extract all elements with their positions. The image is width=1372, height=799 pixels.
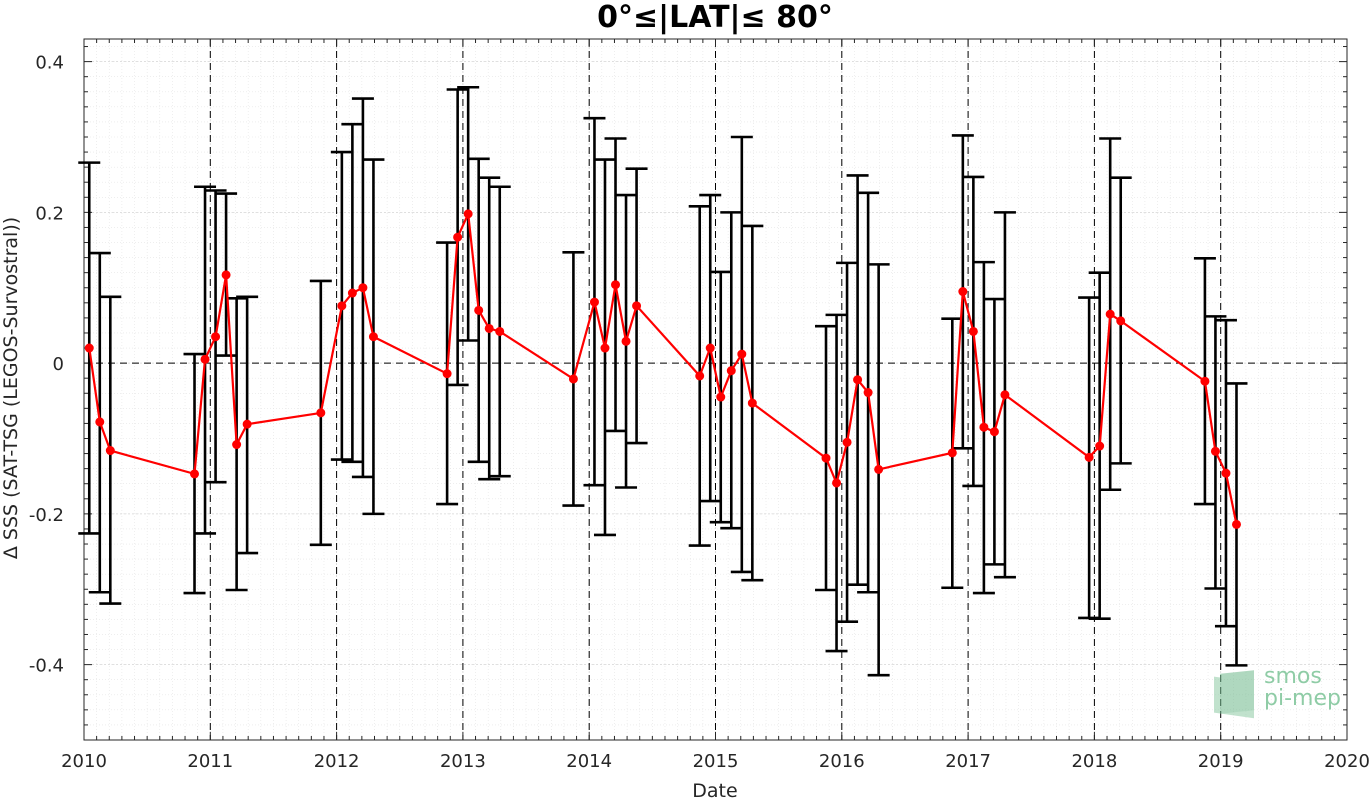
series-line: [88, 209, 1238, 525]
x-tick-label: 2012: [314, 751, 360, 772]
y-tick-label: 0.2: [35, 203, 64, 224]
x-tick-label: 2020: [1324, 751, 1370, 772]
logo-text-smos: smos: [1264, 664, 1322, 689]
data-point: [947, 448, 957, 458]
data-point: [821, 453, 831, 463]
data-point: [190, 469, 200, 479]
data-point: [958, 287, 968, 297]
smos-pi-mep-logo: smos pi-mep: [1214, 664, 1341, 719]
data-point: [484, 323, 494, 333]
data-point: [1000, 390, 1010, 400]
data-point: [863, 388, 873, 398]
data-point: [347, 288, 357, 298]
data-point: [463, 209, 473, 219]
data-point: [621, 336, 631, 346]
data-point: [337, 301, 347, 311]
data-point: [358, 283, 368, 293]
data-point: [1105, 309, 1115, 319]
x-tick-label: 2017: [945, 751, 991, 772]
data-point: [737, 349, 747, 359]
y-tick-labels: 0.4 0.2 0 -0.2 -0.4: [29, 53, 64, 677]
x-tick-label: 2018: [1071, 751, 1117, 772]
x-tick-label: 2015: [693, 751, 739, 772]
data-point: [589, 297, 599, 307]
errorbars: [78, 85, 1248, 677]
data-point: [95, 417, 105, 427]
data-point: [105, 446, 115, 456]
y-tick-label: -0.4: [29, 656, 64, 677]
reference-lines: [84, 39, 1347, 740]
data-point: [726, 366, 736, 376]
data-point: [242, 419, 252, 429]
y-tick-label: 0: [53, 354, 64, 375]
data-point: [1095, 441, 1105, 451]
y-tick-label: 0.4: [35, 53, 64, 74]
data-point: [747, 398, 757, 408]
data-point: [1084, 452, 1094, 462]
x-tick-label: 2014: [566, 751, 612, 772]
data-point: [1210, 446, 1220, 456]
x-tick-labels: 2010 2011 2012 2013 2014 2015 2016 2017 2018 2019…: [61, 751, 1370, 772]
data-point: [842, 437, 852, 447]
data-point: [474, 305, 484, 315]
data-point: [832, 478, 842, 488]
data-point: [568, 374, 578, 384]
x-tick-label: 2016: [819, 751, 865, 772]
data-point: [1221, 468, 1231, 478]
axis-ticks: [83, 39, 1348, 741]
x-tick-label: 2019: [1198, 751, 1244, 772]
x-tick-label: 2011: [187, 751, 233, 772]
data-point: [632, 301, 642, 311]
data-point: [442, 369, 452, 379]
logo-icon: [1214, 670, 1254, 719]
y-axis-label: Δ SSS (SAT-TSG (LEGOS-Survostral)): [0, 217, 22, 559]
data-point: [989, 427, 999, 437]
data-point: [1116, 316, 1126, 326]
data-point: [968, 326, 978, 336]
data-point: [453, 232, 463, 242]
data-point: [232, 440, 242, 450]
data-point: [695, 371, 705, 381]
data-point: [853, 375, 863, 385]
data-point: [84, 343, 94, 353]
series-markers: [84, 209, 1241, 529]
minor-grid: [83, 39, 1348, 741]
data-point: [211, 332, 221, 342]
data-point: [1231, 519, 1241, 529]
y-tick-label: -0.2: [29, 505, 64, 526]
chart-title: 0°≤|LAT|≤ 80°: [597, 0, 833, 35]
data-point: [221, 270, 231, 280]
data-point: [716, 392, 726, 402]
logo-text-pi-mep: pi-mep: [1264, 686, 1341, 711]
data-point: [200, 354, 210, 364]
x-tick-label: 2013: [440, 751, 486, 772]
x-tick-label: 2010: [61, 751, 107, 772]
data-point: [368, 332, 378, 342]
data-point: [495, 326, 505, 336]
data-point: [600, 343, 610, 353]
data-point: [874, 464, 884, 474]
data-point: [611, 280, 621, 290]
data-point: [316, 408, 326, 418]
data-point: [979, 422, 989, 432]
data-point: [705, 343, 715, 353]
data-point: [1200, 376, 1210, 386]
x-axis-label: Date: [692, 780, 737, 799]
